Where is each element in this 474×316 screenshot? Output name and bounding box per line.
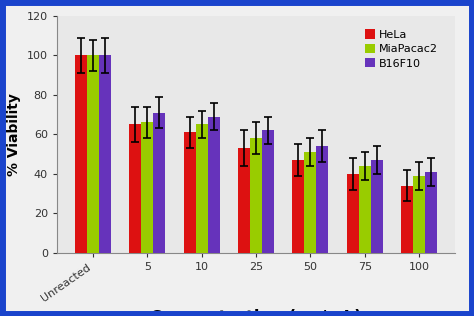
Bar bbox=[304, 152, 316, 253]
Bar bbox=[316, 146, 328, 253]
Bar bbox=[359, 166, 371, 253]
Bar bbox=[141, 123, 153, 253]
Bar bbox=[371, 160, 383, 253]
Bar bbox=[196, 125, 208, 253]
Bar bbox=[129, 125, 141, 253]
Bar bbox=[262, 131, 274, 253]
Bar bbox=[75, 55, 87, 253]
Bar bbox=[153, 112, 165, 253]
Bar bbox=[425, 172, 437, 253]
X-axis label: Concentration (μg/mL): Concentration (μg/mL) bbox=[150, 309, 362, 316]
Bar bbox=[87, 55, 99, 253]
Bar bbox=[346, 174, 359, 253]
Bar bbox=[99, 55, 111, 253]
Bar bbox=[401, 186, 413, 253]
Bar bbox=[250, 138, 262, 253]
Bar bbox=[208, 117, 219, 253]
Legend: HeLa, MiaPacac2, B16F10: HeLa, MiaPacac2, B16F10 bbox=[361, 26, 441, 72]
Bar bbox=[413, 176, 425, 253]
Bar bbox=[238, 148, 250, 253]
Y-axis label: % Viability: % Viability bbox=[7, 93, 21, 176]
Bar bbox=[184, 132, 196, 253]
Bar bbox=[292, 160, 304, 253]
